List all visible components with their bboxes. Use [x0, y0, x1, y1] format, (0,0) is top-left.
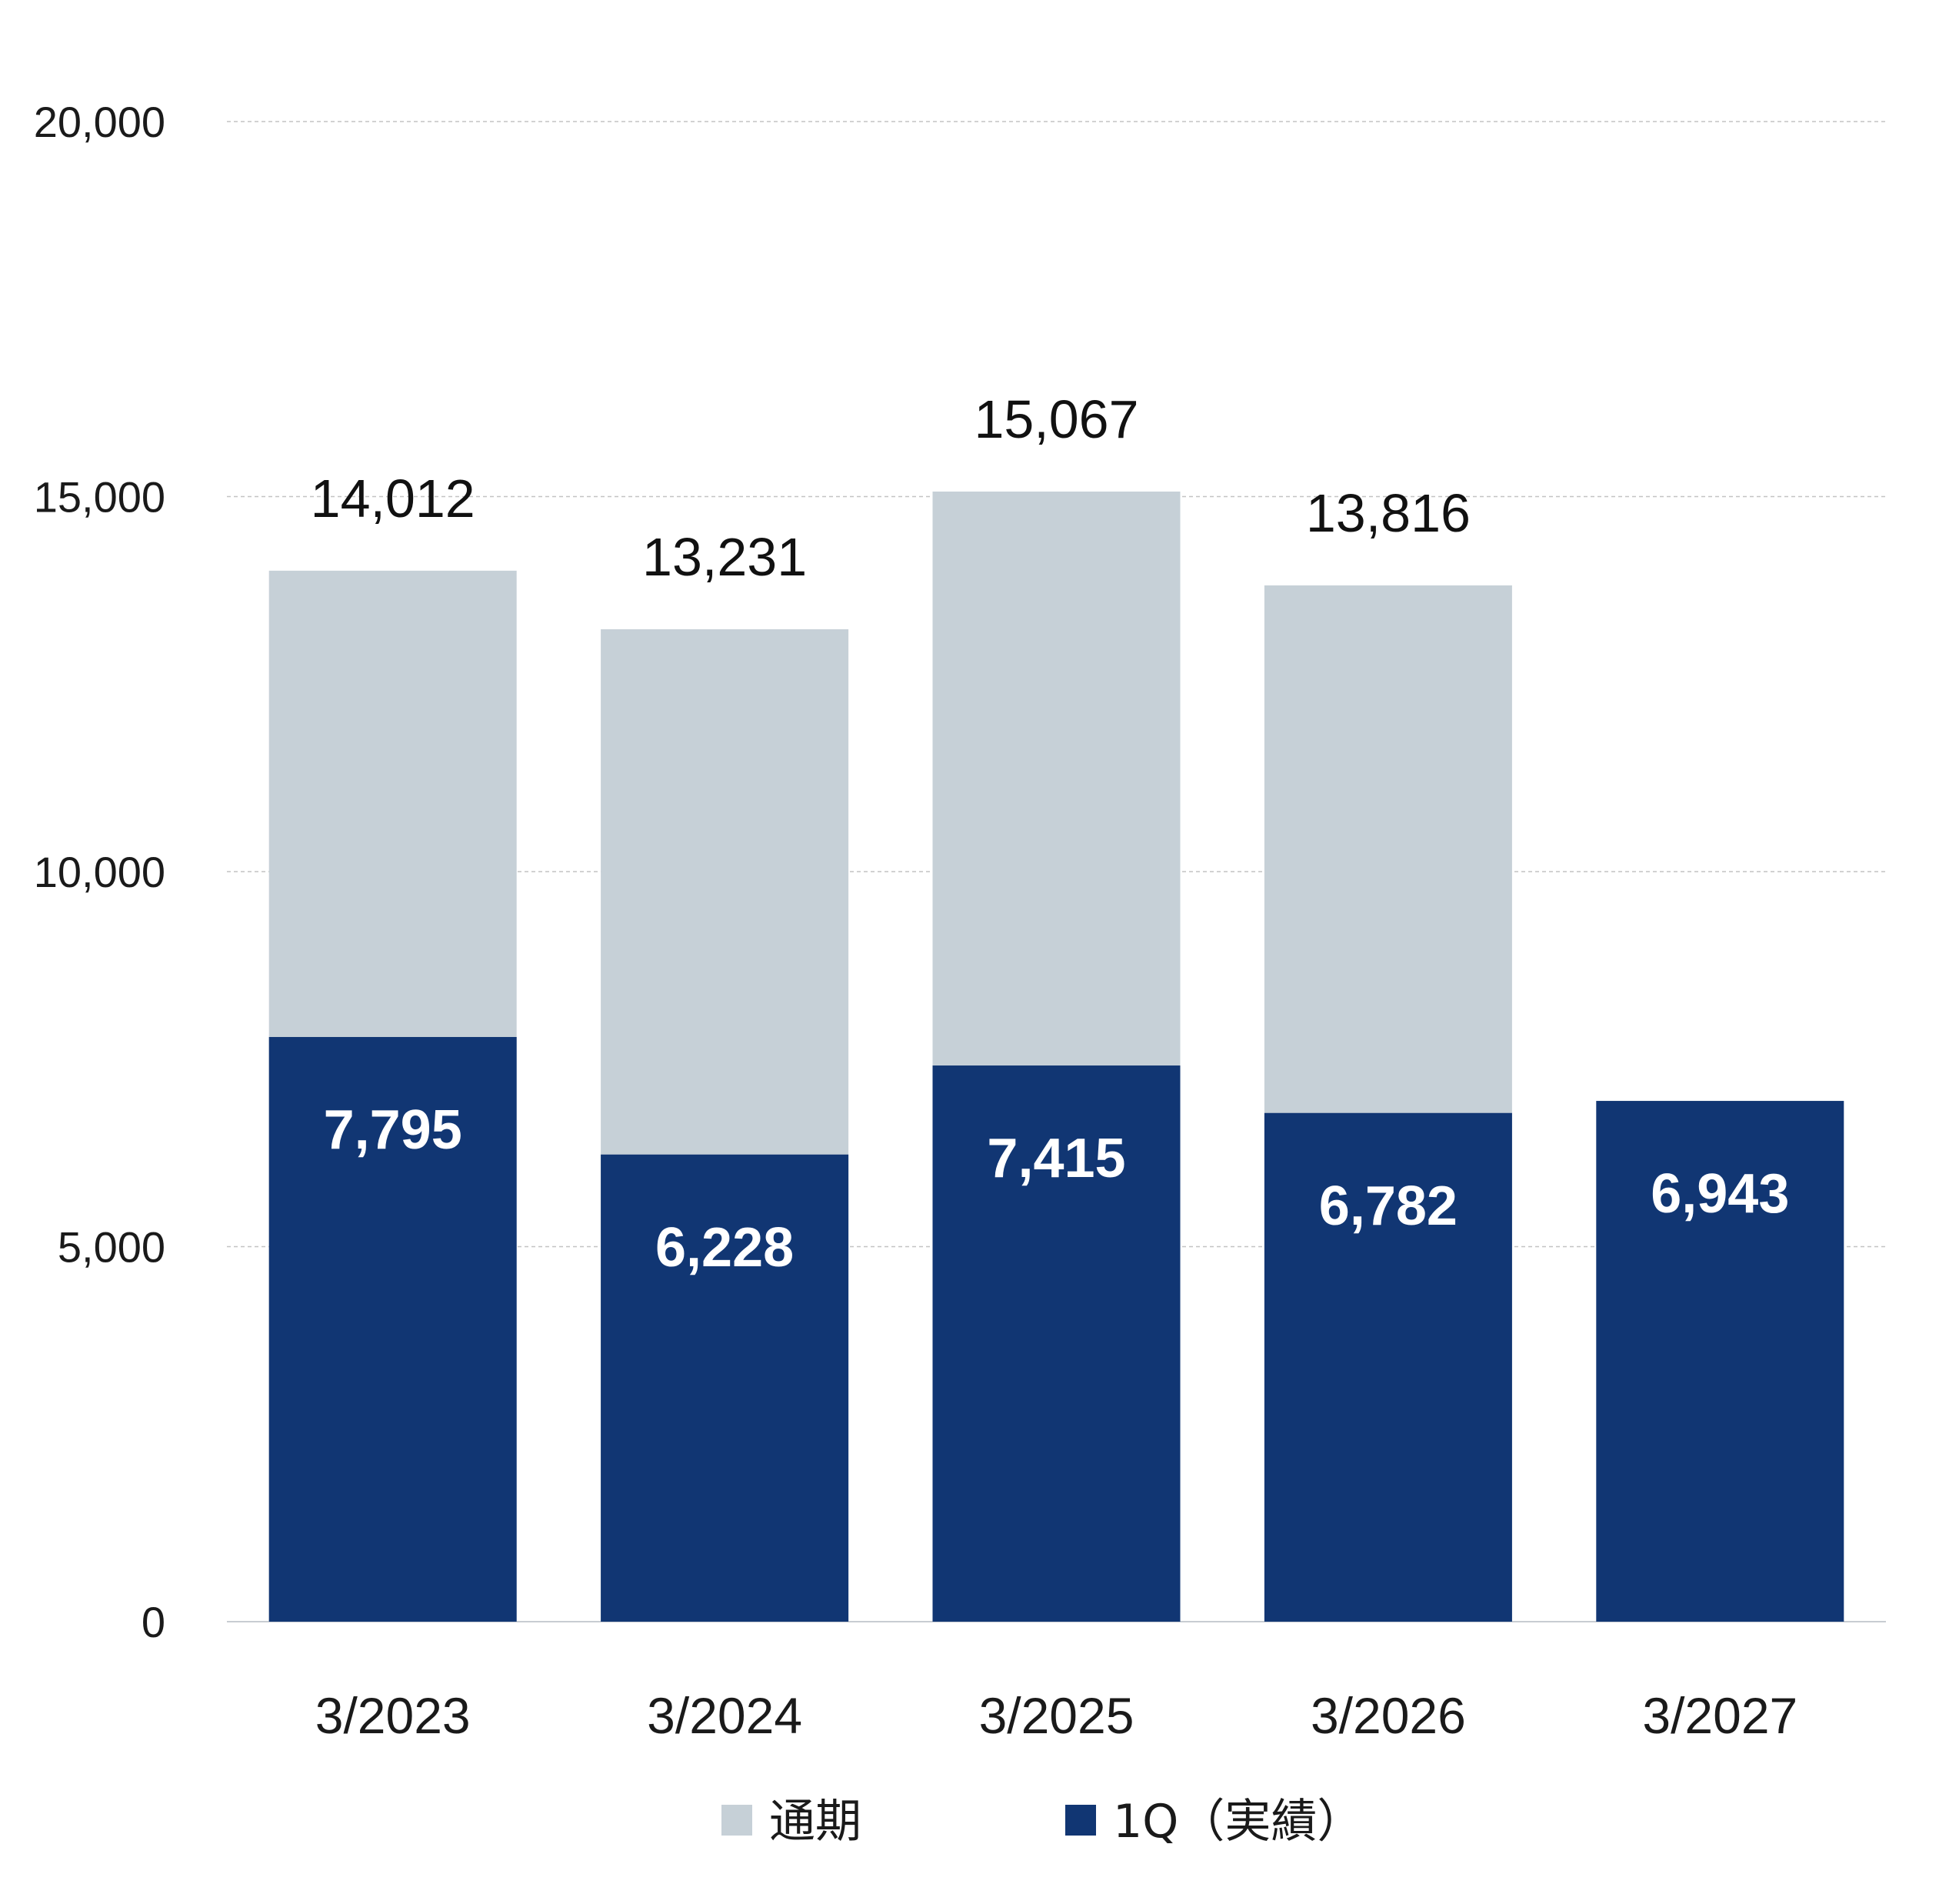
y-axis: 0 5,000 10,000 15,000 20,000 — [34, 98, 165, 1646]
x-tick-label: 3/2027 — [1642, 1687, 1797, 1744]
bar-value-label: 6,228 — [655, 1217, 794, 1279]
bar-1q-actual — [1264, 1112, 1512, 1622]
bar-1q-actual — [601, 1154, 849, 1622]
legend-label: 通期 — [769, 1795, 861, 1849]
x-tick-label: 3/2023 — [315, 1687, 471, 1744]
x-tick-label: 3/2025 — [979, 1687, 1134, 1744]
y-tick-label: 20,000 — [34, 98, 165, 146]
bar-1q-actual — [268, 1036, 517, 1622]
bar-value-label: 6,943 — [1651, 1163, 1789, 1225]
bar-value-label: 7,795 — [324, 1099, 462, 1161]
x-tick-label: 3/2024 — [647, 1687, 802, 1744]
bar-value-label: 7,415 — [987, 1128, 1125, 1189]
x-axis: 3/2023 3/2024 3/2025 3/2026 3/2027 — [315, 1687, 1797, 1744]
y-tick-label: 10,000 — [34, 848, 165, 896]
total-value-label: 13,816 — [1306, 483, 1471, 543]
bars: 14,012 7,795 13,231 6,228 15,067 7,415 13,816 6… — [268, 389, 1844, 1622]
legend-swatch — [721, 1805, 752, 1836]
total-value-label: 14,012 — [311, 468, 475, 529]
legend-label: 1Q（実績） — [1113, 1795, 1363, 1849]
bar-value-label: 6,782 — [1319, 1175, 1458, 1237]
total-value-label: 13,231 — [642, 527, 807, 587]
bar-1q-actual — [932, 1065, 1181, 1622]
bar-1q-actual — [1596, 1101, 1844, 1622]
y-tick-label: 5,000 — [58, 1223, 165, 1272]
y-tick-label: 0 — [142, 1598, 165, 1646]
legend: 通期 1Q（実績） — [721, 1795, 1363, 1849]
total-value-label: 15,067 — [974, 389, 1138, 449]
legend-swatch — [1065, 1805, 1096, 1836]
y-tick-label: 15,000 — [34, 473, 165, 522]
x-tick-label: 3/2026 — [1311, 1687, 1466, 1744]
